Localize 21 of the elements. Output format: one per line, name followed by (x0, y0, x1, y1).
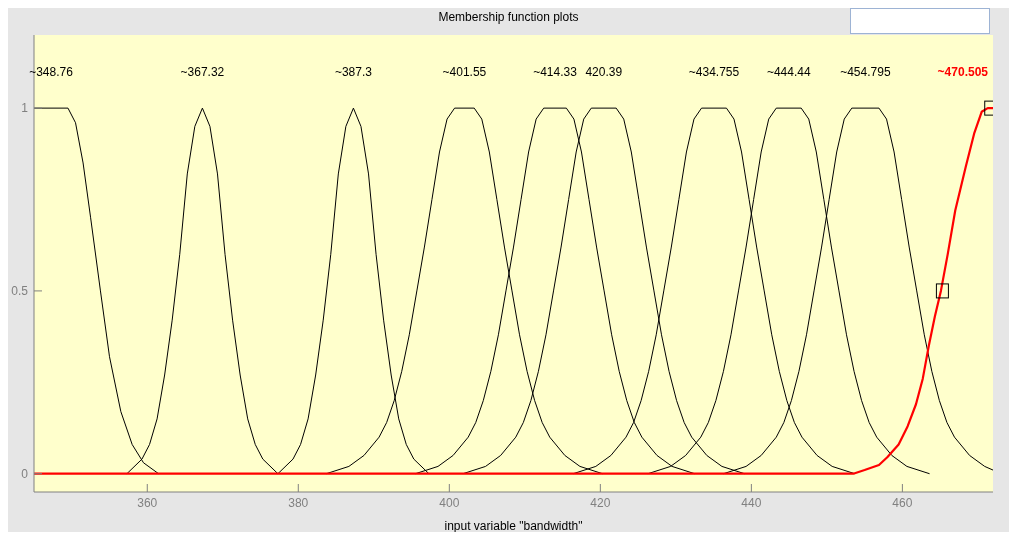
annotation: 420.39 (585, 64, 623, 79)
annotation: ~470.505 (937, 64, 989, 79)
y-tick-label: 0 (21, 466, 29, 481)
x-tick-label: 420 (590, 495, 611, 510)
x-tick-label: 380 (288, 495, 309, 510)
annotation: ~414.33 (533, 64, 578, 79)
annotation: ~387.3 (334, 64, 373, 79)
annotation: ~444.44 (766, 64, 811, 79)
x-tick-label: 400 (439, 495, 460, 510)
annotation: ~367.32 (180, 64, 225, 79)
annotation: ~348.76 (29, 64, 74, 79)
y-tick-label: 1 (21, 101, 29, 116)
chart-title: Membership function plots (437, 10, 580, 24)
x-tick-label: 460 (892, 495, 913, 510)
x-tick-label: 360 (137, 495, 158, 510)
annotation: ~434.755 (688, 64, 740, 79)
y-tick-label: 0.5 (11, 284, 29, 299)
annotation: ~401.55 (442, 64, 487, 79)
x-tick-label: 440 (741, 495, 762, 510)
x-axis-title: input variable "bandwidth" (444, 519, 583, 533)
annotation: ~454.795 (840, 64, 891, 79)
